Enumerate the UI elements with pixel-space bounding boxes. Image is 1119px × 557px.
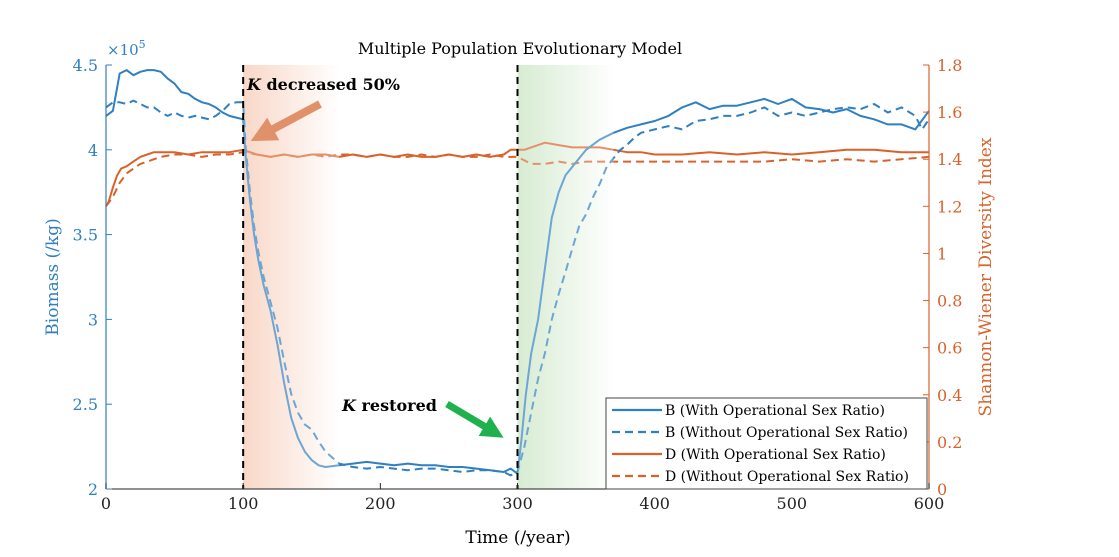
y-right-tick-label: 0.8 bbox=[937, 292, 962, 311]
y-right-tick-label: 0.4 bbox=[937, 386, 962, 405]
y-left-tick-label: 2 bbox=[88, 480, 98, 499]
arrow-k-decreased bbox=[250, 100, 322, 142]
legend: B (With Operational Sex Ratio) B (Withou… bbox=[605, 397, 928, 490]
y-right-axis-label: Shannon-Wiener Diversity Index bbox=[976, 137, 996, 416]
x-tick-label: 200 bbox=[365, 494, 396, 513]
x-tick-label: 100 bbox=[228, 494, 259, 513]
x-tick-label: 500 bbox=[777, 494, 808, 513]
legend-label-d-with: D (With Operational Sex Ratio) bbox=[665, 447, 886, 463]
legend-label-b-with: B (With Operational Sex Ratio) bbox=[665, 403, 885, 419]
y-right-tick-label: 0.2 bbox=[937, 433, 962, 452]
series-line-d-without bbox=[105, 151, 930, 207]
y-left-tick-label: 3.5 bbox=[73, 226, 98, 245]
x-axis-label: Time (/year) bbox=[465, 528, 570, 548]
legend-box bbox=[605, 397, 928, 490]
shade-k-restored bbox=[517, 65, 614, 489]
series-line-d-with bbox=[105, 141, 929, 207]
y-right-tick-label: 1.4 bbox=[937, 150, 962, 169]
chart-title: Multiple Population Evolutionary Model bbox=[358, 39, 682, 58]
series-line-b-with bbox=[105, 69, 930, 475]
x-tick-label: 300 bbox=[502, 494, 533, 513]
y-left-tick-label: 3 bbox=[88, 310, 98, 329]
y-right-tick-label: 0 bbox=[937, 480, 947, 499]
y-right-tick-label: 1 bbox=[937, 244, 947, 263]
y-left-tick-label: 4 bbox=[88, 141, 98, 160]
arrow-k-restored bbox=[445, 400, 504, 438]
shade-overlay-k-restored bbox=[517, 65, 614, 489]
y-right-tick-label: 1.2 bbox=[937, 197, 962, 216]
series-line-b-without bbox=[105, 99, 930, 477]
y-left-tick-label: 4.5 bbox=[73, 56, 98, 75]
y-right-tick-label: 1.8 bbox=[937, 56, 962, 75]
annotation-k-restored: K restored bbox=[341, 396, 437, 415]
legend-label-d-without: D (Without Operational Sex Ratio) bbox=[665, 469, 909, 485]
y-right-tick-label: 1.6 bbox=[937, 103, 962, 122]
y-right-tick-label: 0.6 bbox=[937, 339, 962, 358]
x-tick-label: 400 bbox=[639, 494, 670, 513]
shade-overlay-k-decreased bbox=[243, 65, 340, 489]
annotation-k-decreased: K decreased 50% bbox=[246, 75, 400, 94]
y-left-multiplier: ×105 bbox=[107, 38, 146, 59]
y-left-tick-label: 2.5 bbox=[73, 395, 98, 414]
legend-label-b-without: B (Without Operational Sex Ratio) bbox=[665, 425, 908, 441]
x-tick-label: 0 bbox=[101, 494, 111, 513]
y-left-axis-label: Biomass (/kg) bbox=[43, 218, 63, 335]
x-tick-label: 600 bbox=[914, 494, 945, 513]
